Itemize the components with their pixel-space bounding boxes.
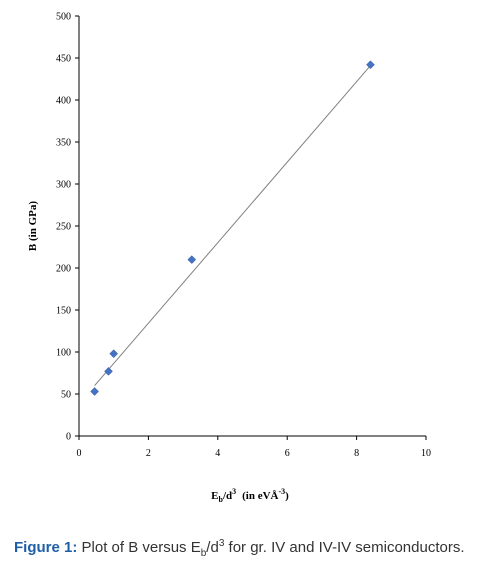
caption-text-3: for gr. IV and IV-IV semiconductors.: [228, 539, 465, 556]
data-point: [109, 349, 119, 359]
x-tick-label: 2: [146, 448, 151, 459]
x-tick-label: 8: [354, 448, 359, 459]
x-tick-label: 0: [77, 448, 82, 459]
x-axis-title-rest: /d: [222, 490, 232, 502]
x-axis-title-unit-sup: -3: [279, 487, 286, 496]
y-tick-label: 250: [56, 222, 71, 233]
y-tick-label: 300: [56, 180, 71, 191]
trendline: [94, 65, 371, 386]
x-tick-label: 10: [421, 448, 431, 459]
x-axis-title: Eb/d3 (in eVÅ-3): [211, 487, 289, 504]
y-tick-label: 50: [61, 390, 71, 401]
x-tick-label: 4: [215, 448, 220, 459]
y-tick-label: 200: [56, 264, 71, 275]
chart: 0 50 100 150 200 250 300 350 400 450 500 0 2 4 6 8 10 B…: [27, 12, 431, 505]
data-point: [104, 366, 113, 376]
x-axis-title-unit-prefix: (in eVÅ: [242, 490, 278, 502]
y-tick-label: 0: [66, 432, 71, 443]
data-points: [90, 60, 375, 396]
caption-text-1: Plot of B versus E: [81, 539, 201, 556]
y-axis-title: B (in GPa): [27, 201, 39, 251]
y-tick-label: 400: [56, 96, 71, 107]
y-tick-label: 100: [56, 348, 71, 359]
caption-text-2: /d: [206, 539, 219, 556]
x-axis-title-sup: 3: [232, 487, 236, 496]
figure-caption: Figure 1: Plot of B versus Eb/d3 for gr.…: [14, 533, 500, 564]
data-point: [187, 255, 197, 264]
caption-sub: b: [200, 548, 207, 559]
x-axis-title-unit-suffix: ): [285, 490, 289, 502]
figure-label: Figure 1:: [14, 539, 78, 556]
caption-sup: 3: [218, 538, 225, 549]
x-axis-title-main: E: [211, 490, 218, 502]
y-tick-label: 500: [56, 12, 71, 23]
x-axis-title-sub: b: [219, 495, 224, 504]
y-tick-label: 150: [56, 306, 71, 317]
y-tick-label: 350: [56, 138, 71, 149]
data-point: [90, 387, 99, 396]
y-axis-ticks: 0 50 100 150 200 250 300 350 400 450 500: [56, 12, 79, 443]
data-point: [366, 60, 375, 70]
plot-area: 0 50 100 150 200 250 300 350 400 450 500 0 2 4 6 8 10: [56, 12, 431, 460]
y-tick-label: 450: [56, 54, 71, 65]
x-axis-ticks: 0 2 4 6 8 10: [77, 436, 431, 459]
x-tick-label: 6: [285, 448, 290, 459]
